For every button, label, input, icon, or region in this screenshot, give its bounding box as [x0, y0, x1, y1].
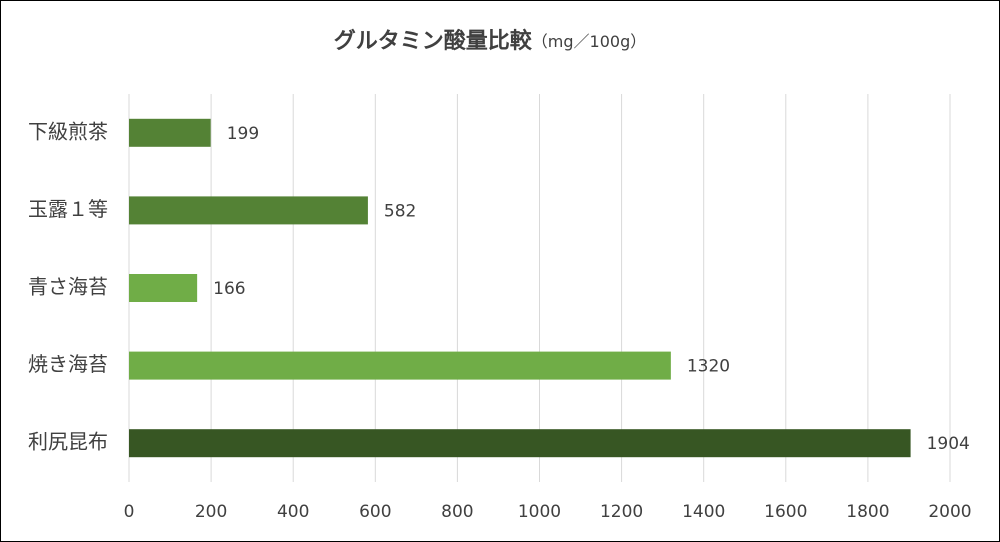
value-label: 582 — [384, 201, 416, 221]
value-label: 166 — [213, 279, 245, 299]
chart-unit: （mg／100g） — [532, 32, 646, 51]
chart-title-group: グルタミン酸量比較（mg／100g） — [334, 28, 646, 54]
x-tick-label: 200 — [195, 502, 227, 522]
x-tick-label: 0 — [124, 502, 135, 522]
x-tick-label: 1200 — [600, 502, 643, 522]
bar — [129, 118, 211, 147]
x-tick-label: 1600 — [764, 502, 807, 522]
bar — [129, 196, 368, 225]
y-tick-label: 玉露１等 — [28, 197, 108, 221]
x-tick-label: 800 — [441, 502, 473, 522]
y-tick-label: 青さ海苔 — [28, 275, 108, 299]
y-tick-label: 利尻昆布 — [28, 430, 108, 454]
x-tick-label: 1400 — [682, 502, 725, 522]
x-tick-label: 1800 — [846, 502, 889, 522]
value-label: 1904 — [927, 434, 970, 454]
bar — [129, 274, 198, 302]
bar — [129, 351, 671, 380]
x-tick-label: 600 — [359, 502, 391, 522]
bar — [129, 429, 911, 458]
value-label: 199 — [227, 124, 259, 144]
y-tick-label: 焼き海苔 — [28, 352, 108, 376]
y-tick-label: 下級煎茶 — [28, 119, 108, 143]
x-tick-label: 2000 — [928, 502, 971, 522]
value-label: 1320 — [687, 357, 730, 377]
x-tick-label: 1000 — [518, 502, 561, 522]
x-tick-label: 400 — [277, 502, 309, 522]
chart-title: グルタミン酸量比較 — [334, 28, 533, 54]
